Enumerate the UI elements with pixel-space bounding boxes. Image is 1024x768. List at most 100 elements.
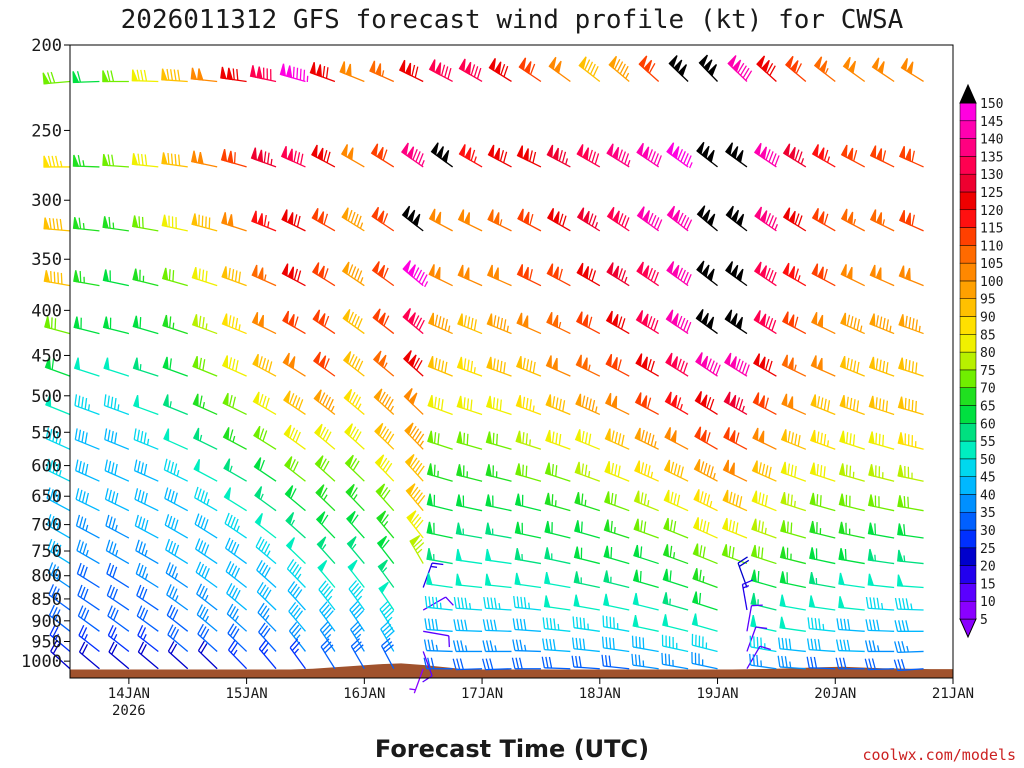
wind-barb xyxy=(573,571,600,589)
wind-barb xyxy=(782,207,807,232)
colorbar-label: 130 xyxy=(980,168,1003,183)
wind-barb xyxy=(809,547,836,565)
wind-barb xyxy=(423,657,453,670)
wind-barb xyxy=(424,596,453,611)
wind-barb xyxy=(722,517,748,539)
wind-barb xyxy=(221,355,247,377)
colorbar-label: 140 xyxy=(980,133,1003,148)
wind-barb xyxy=(190,150,218,168)
wind-barb xyxy=(782,143,807,168)
wind-barb xyxy=(810,394,836,416)
wind-barb xyxy=(749,635,777,653)
wind-barb xyxy=(455,522,483,539)
wind-barb xyxy=(136,584,159,611)
wind-barb xyxy=(663,517,689,539)
wind-barb xyxy=(781,393,807,416)
wind-barb xyxy=(166,584,189,611)
wind-barb xyxy=(513,596,542,611)
wind-barb-layer xyxy=(42,54,924,694)
wind-barb xyxy=(107,624,130,652)
wind-barb xyxy=(401,205,424,232)
wind-barb xyxy=(398,59,424,83)
wind-barb xyxy=(258,639,277,670)
wind-barb xyxy=(47,562,71,589)
wind-barb xyxy=(574,461,601,482)
wind-barb xyxy=(692,517,718,539)
wind-barb xyxy=(576,207,601,232)
colorbar-swatch xyxy=(959,529,977,549)
wind-barb xyxy=(486,356,512,377)
wind-barb xyxy=(608,55,630,82)
colorbar-swatch xyxy=(959,387,977,406)
wind-barb xyxy=(635,310,660,335)
wind-barb xyxy=(258,622,277,652)
wind-barb xyxy=(348,580,365,611)
wind-barb xyxy=(723,427,748,450)
wind-barb xyxy=(312,351,336,377)
wind-barb xyxy=(636,261,660,287)
wind-barb xyxy=(165,562,189,589)
wind-barb xyxy=(73,357,100,377)
y-tick-label: 700 xyxy=(31,516,62,536)
wind-barb xyxy=(606,262,630,287)
wind-barb xyxy=(455,573,483,589)
wind-barb xyxy=(604,428,630,450)
colorbar-label: 75 xyxy=(980,364,996,379)
wind-barb xyxy=(515,463,542,482)
wind-barb xyxy=(456,395,483,416)
wind-barb xyxy=(106,562,130,589)
y-tick-label: 250 xyxy=(31,121,62,141)
wind-barb xyxy=(780,429,807,450)
wind-barb xyxy=(806,656,836,670)
wind-barb xyxy=(427,430,453,450)
x-year-label: 2026 xyxy=(112,703,146,719)
colorbar-swatch xyxy=(959,405,977,424)
wind-barb xyxy=(226,582,248,611)
wind-barb xyxy=(809,492,836,512)
wind-barb xyxy=(422,651,433,683)
wind-barb xyxy=(695,352,721,377)
wind-barb xyxy=(511,657,541,670)
wind-barb xyxy=(634,392,659,416)
wind-barb xyxy=(134,514,159,539)
wind-barb xyxy=(753,261,777,287)
wind-barb xyxy=(105,514,130,539)
wind-barb xyxy=(633,490,659,512)
wind-barb xyxy=(132,357,159,377)
wind-barb xyxy=(224,512,247,539)
wind-barb xyxy=(458,144,483,168)
wind-barb xyxy=(665,309,692,335)
wind-barb xyxy=(840,264,865,287)
colorbar-label: 25 xyxy=(980,542,996,557)
wind-barb xyxy=(404,454,425,482)
wind-barb xyxy=(252,353,277,377)
wind-barb xyxy=(400,142,425,168)
wind-barb xyxy=(252,391,277,416)
wind-barb xyxy=(102,269,130,287)
wind-barb xyxy=(350,638,365,670)
wind-barb xyxy=(692,543,718,565)
time-axis: 14JAN 15JAN 16JAN 17JAN 18JAN 19JAN 20JAN 21JAN… xyxy=(108,678,974,719)
wind-barb xyxy=(455,548,483,565)
wind-barb xyxy=(427,355,453,377)
wind-barb xyxy=(225,561,248,589)
wind-barb xyxy=(811,144,836,168)
y-tick-label: 900 xyxy=(31,612,62,632)
x-tick-label: 16JAN xyxy=(343,686,385,702)
colorbar-swatch xyxy=(959,316,977,335)
wind-barb xyxy=(691,652,718,670)
wind-barb xyxy=(604,461,630,482)
colorbar-label: 45 xyxy=(980,471,996,486)
wind-barb xyxy=(106,584,130,611)
wind-barb xyxy=(488,58,512,83)
wind-barb xyxy=(224,537,247,565)
wind-barb xyxy=(662,592,689,611)
wind-barb xyxy=(898,314,924,335)
wind-barb xyxy=(666,261,692,287)
wind-barb xyxy=(312,309,336,335)
wind-barb xyxy=(840,208,866,232)
colorbar-label: 50 xyxy=(980,453,996,468)
y-tick-label: 850 xyxy=(31,590,62,610)
wind-barb xyxy=(374,422,395,450)
wind-barb xyxy=(869,313,895,335)
